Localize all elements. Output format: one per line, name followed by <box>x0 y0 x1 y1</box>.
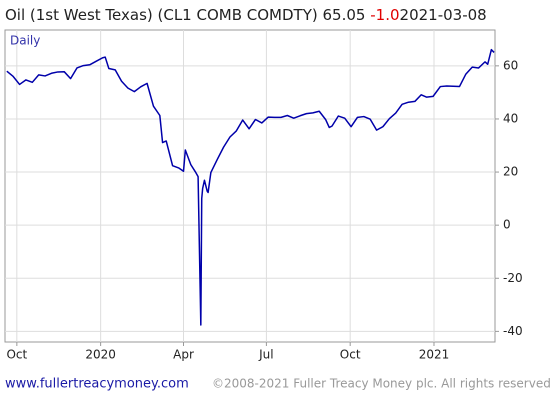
x-tick-label: Jul <box>258 348 273 362</box>
x-tick-label: Oct <box>6 348 27 362</box>
date: 2021-03-08 <box>400 6 487 24</box>
y-tick-label: 0 <box>503 218 511 232</box>
chart-title: Oil (1st West Texas) (CL1 COMB COMDTY) <box>5 6 318 24</box>
change: -1.0 <box>370 6 399 24</box>
x-tick-label: 2020 <box>85 348 116 362</box>
x-tick-label: Apr <box>173 348 194 362</box>
footer-site[interactable]: www.fullertreacymoney.com <box>5 377 189 392</box>
y-tick-label: -20 <box>503 271 523 285</box>
y-tick-label: 40 <box>503 111 518 125</box>
y-tick-label: 20 <box>503 165 518 179</box>
y-tick-label: 60 <box>503 58 518 72</box>
footer-copyright: ©2008-2021 Fuller Treacy Money plc. All … <box>212 377 550 391</box>
chart-title-group: Oil (1st West Texas) (CL1 COMB COMDTY) 6… <box>5 6 487 24</box>
plot-frame <box>4 29 496 343</box>
price-line <box>6 48 495 326</box>
x-tick-label: 2021 <box>419 348 450 362</box>
x-tick-label: Oct <box>340 348 361 362</box>
last-value: 65.05 <box>323 6 366 24</box>
frequency-label: Daily <box>10 34 40 48</box>
y-tick-label: -40 <box>503 324 523 338</box>
